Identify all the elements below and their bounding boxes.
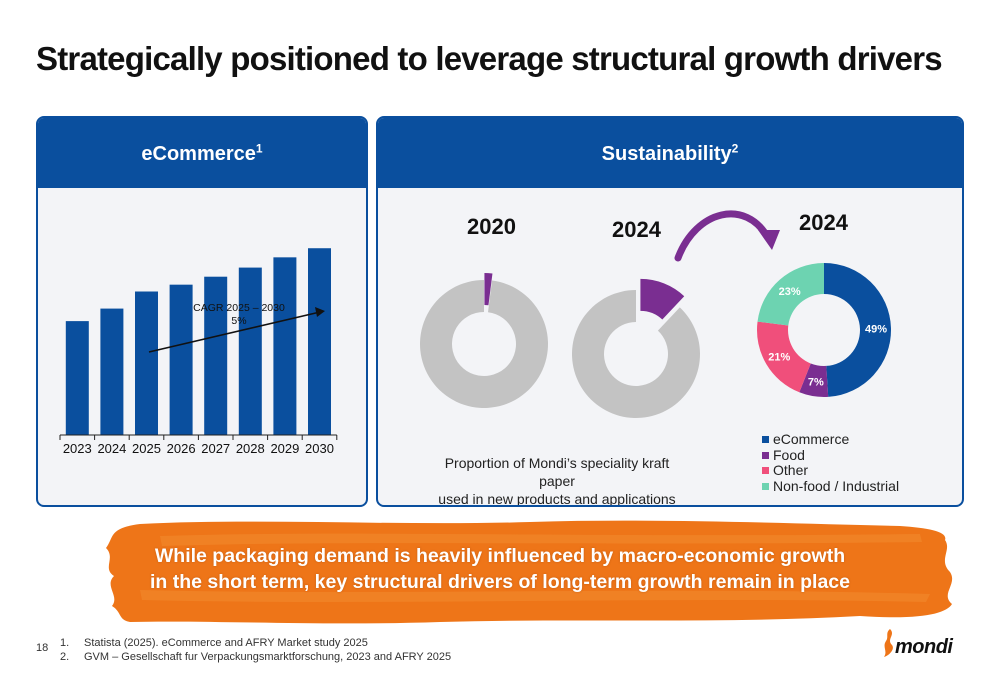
- year-2020-label: 2020: [467, 214, 516, 239]
- footnote-number: 1.: [60, 637, 70, 649]
- legend-swatch: [762, 436, 769, 444]
- value-label-49pct: 49%: [865, 323, 887, 335]
- cagr-arrow-head: [315, 307, 325, 317]
- year-2024-breakdown-label: 2024: [799, 210, 848, 235]
- bar-2030: [308, 248, 331, 435]
- bar-2025: [135, 291, 158, 435]
- slice-speciality-kraft-2024: [640, 278, 685, 320]
- x-tick-label-2027: 2027: [201, 441, 230, 456]
- bar-2029: [273, 257, 297, 435]
- sustainability-caption: Proportion of Mondi’s speciality kraft p…: [432, 454, 682, 507]
- x-tick-label-2024: 2024: [97, 441, 126, 456]
- bar-2028: [238, 267, 262, 435]
- slice-ecommerce: [824, 263, 891, 397]
- legend-label: Other: [773, 462, 809, 478]
- legend-item: Other: [762, 462, 899, 479]
- sustainability-panel: Sustainability2 2020 2024 2024 49% 7% 21% 2…: [376, 116, 964, 507]
- x-tick-label-2025: 2025: [132, 441, 161, 456]
- sustainability-header: Sustainability2: [378, 118, 962, 188]
- donut-2024: [572, 278, 700, 418]
- slice-speciality-kraft-2020: [484, 273, 493, 306]
- x-tick-label-2029: 2029: [270, 441, 299, 456]
- cagr-value: 5%: [231, 315, 246, 327]
- donut-2020: [419, 273, 548, 408]
- slice-other-2020: [419, 280, 548, 408]
- year-2024-label: 2024: [612, 217, 661, 242]
- value-label-23pct: 23%: [779, 286, 801, 298]
- legend-item: Food: [762, 446, 899, 464]
- bar-2026: [169, 284, 193, 435]
- footnote-1: 1. Statista (2025). eCommerce and AFRY Ma…: [60, 636, 451, 650]
- donut-legend: eCommerce Food Other Non-food / Industrial: [762, 431, 900, 495]
- x-tick-label-2023: 2023: [63, 441, 92, 456]
- slide-title: Strategically positioned to leverage str…: [36, 40, 943, 77]
- banner-text: While packaging demand is heavily influe…: [120, 543, 880, 595]
- slice-other: [757, 321, 811, 393]
- donut-value-labels: 49% 7% 21% 23%: [768, 286, 887, 388]
- value-label-21pct: 21%: [768, 351, 790, 363]
- legend-swatch: [762, 467, 769, 475]
- cagr-arrow: [148, 311, 321, 353]
- footnote-2: 2. GVM – Gesellschaft fur Verpackungsmark…: [60, 650, 451, 664]
- legend-swatch: [762, 482, 769, 490]
- slice-non-food-industrial: [757, 263, 824, 326]
- cagr-label: CAGR 2025 – 2030: [193, 302, 285, 314]
- footnotes: 1. Statista (2025). eCommerce and AFRY Ma…: [60, 636, 451, 664]
- logo-flame-shape: [884, 629, 893, 657]
- ecommerce-panel: eCommerce1 2023 2024 2025 2026 2027 2028 2029 2…: [36, 116, 368, 507]
- ecommerce-bar-chart: 2023 2024 2025 2026 2027 2028 2029 2030 CAGR 20…: [59, 248, 338, 456]
- mondi-logo-icon: [884, 629, 893, 657]
- footnote-text: Statista (2025). eCommerce and AFRY Mark…: [84, 637, 368, 649]
- footnote-text: GVM – Gesellschaft fur Verpackungsmarktf…: [84, 651, 452, 663]
- slice-other-2024: [572, 290, 700, 418]
- value-label-7pct: 7%: [808, 376, 824, 388]
- legend-item: eCommerce: [762, 431, 899, 448]
- legend-label: Food: [773, 446, 805, 463]
- ecommerce-footnote-ref: 1: [255, 141, 263, 156]
- caption-line-1: Proportion of Mondi’s speciality kraft p…: [444, 455, 670, 489]
- bar-2027: [204, 276, 228, 435]
- legend-label: eCommerce: [773, 431, 850, 447]
- orange-brush-banner: [106, 520, 953, 624]
- x-tick-label-2026: 2026: [167, 441, 196, 456]
- donut-2024-breakdown: [757, 263, 891, 397]
- mondi-logo: mondi: [882, 625, 962, 665]
- bar-2023: [65, 321, 89, 435]
- curved-arrow-head: [758, 230, 780, 250]
- page-number: 18: [36, 642, 49, 654]
- logo-wordmark: mondi: [895, 636, 953, 658]
- bar-2024: [100, 308, 124, 435]
- ecommerce-header: eCommerce1: [38, 118, 366, 188]
- x-ticks: [59, 435, 338, 440]
- legend-swatch: [762, 451, 769, 459]
- legend-label: Non-food / Industrial: [773, 477, 900, 494]
- ecommerce-header-label: eCommerce: [141, 143, 256, 165]
- caption-line-2: used in new products and applications: [438, 491, 676, 507]
- banner-line-2: in the short term, key structural driver…: [150, 571, 850, 593]
- x-tick-label-2030: 2030: [305, 441, 334, 456]
- footnote-number: 2.: [60, 651, 70, 663]
- banner-line-1: While packaging demand is heavily influe…: [154, 545, 846, 567]
- legend-item: Non-food / Industrial: [762, 477, 900, 495]
- sustainability-header-label: Sustainability: [601, 143, 732, 165]
- x-tick-label-2028: 2028: [236, 441, 265, 456]
- slice-food: [799, 363, 829, 397]
- sustainability-footnote-ref: 2: [731, 141, 739, 156]
- curved-arrow: [674, 210, 772, 262]
- x-tick-labels: 2023 2024 2025 2026 2027 2028 2029 2030: [63, 441, 334, 456]
- brush-texture: [140, 533, 930, 602]
- sustainability-donut-charts: 49% 7% 21% 23%: [419, 210, 891, 418]
- bars-group: [65, 248, 331, 435]
